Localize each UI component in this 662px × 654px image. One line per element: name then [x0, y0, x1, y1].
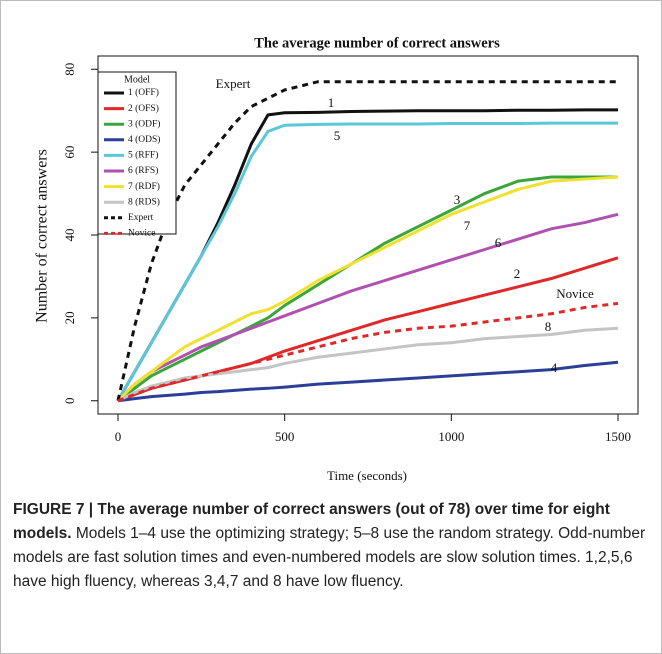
- series-line: [116, 212, 619, 402]
- legend-label: 3 (ODF): [128, 118, 160, 129]
- legend-label: 1 (OFF): [128, 87, 159, 98]
- x-tick-label: 1500: [605, 429, 631, 444]
- annotation: 7: [464, 218, 471, 233]
- caption-label: FIGURE 7 | The average number of correct…: [13, 501, 610, 542]
- series-line: [116, 80, 618, 402]
- series-line: [117, 326, 619, 403]
- x-axis-label: Time (seconds): [327, 468, 407, 483]
- series-line: [117, 360, 619, 403]
- legend-label: 8 (RDS): [128, 196, 160, 207]
- annotation: 4: [551, 360, 558, 375]
- legend-label: 4 (ODS): [128, 134, 160, 145]
- annotation: Expert: [216, 76, 251, 91]
- y-axis-label: Number of correct answers: [34, 149, 51, 323]
- legend-label: 2 (OFS): [128, 103, 159, 114]
- caption-text: Models 1–4 use the optimizing strategy; …: [13, 525, 646, 590]
- annotation: Novice: [556, 286, 594, 301]
- annotation: 2: [514, 266, 521, 281]
- series-line: [116, 121, 618, 402]
- annotation: 5: [334, 128, 341, 143]
- annotation: 8: [545, 319, 552, 334]
- y-tick-label: 40: [62, 229, 77, 242]
- legend-label: Novice: [128, 229, 155, 239]
- annotation: 3: [454, 192, 461, 207]
- legend-box: [97, 71, 177, 235]
- legend-label: Expert: [128, 213, 154, 223]
- legend-title: Model: [124, 74, 150, 85]
- annotation: 1: [328, 95, 335, 110]
- legend-label: 5 (RFF): [128, 150, 158, 161]
- y-tick-label: 60: [62, 146, 77, 159]
- x-tick-label: 0: [115, 429, 122, 444]
- caption: FIGURE 7 | The average number of correct…: [13, 498, 653, 594]
- chart: The average number of correct answers Ti…: [34, 35, 639, 483]
- y-tick-label: 80: [62, 63, 77, 76]
- legend-label: 7 (RDF): [128, 181, 160, 192]
- series-line: [116, 175, 619, 402]
- x-tick-label: 1000: [438, 429, 464, 444]
- legend-label: 6 (RFS): [128, 165, 158, 176]
- series-line: [117, 175, 618, 402]
- y-tick-label: 20: [62, 311, 77, 324]
- annotation: 6: [495, 235, 502, 250]
- chart-title: The average number of correct answers: [254, 35, 500, 51]
- y-tick-label: 0: [62, 397, 77, 404]
- series-line: [117, 301, 619, 403]
- x-tick-label: 500: [275, 429, 295, 444]
